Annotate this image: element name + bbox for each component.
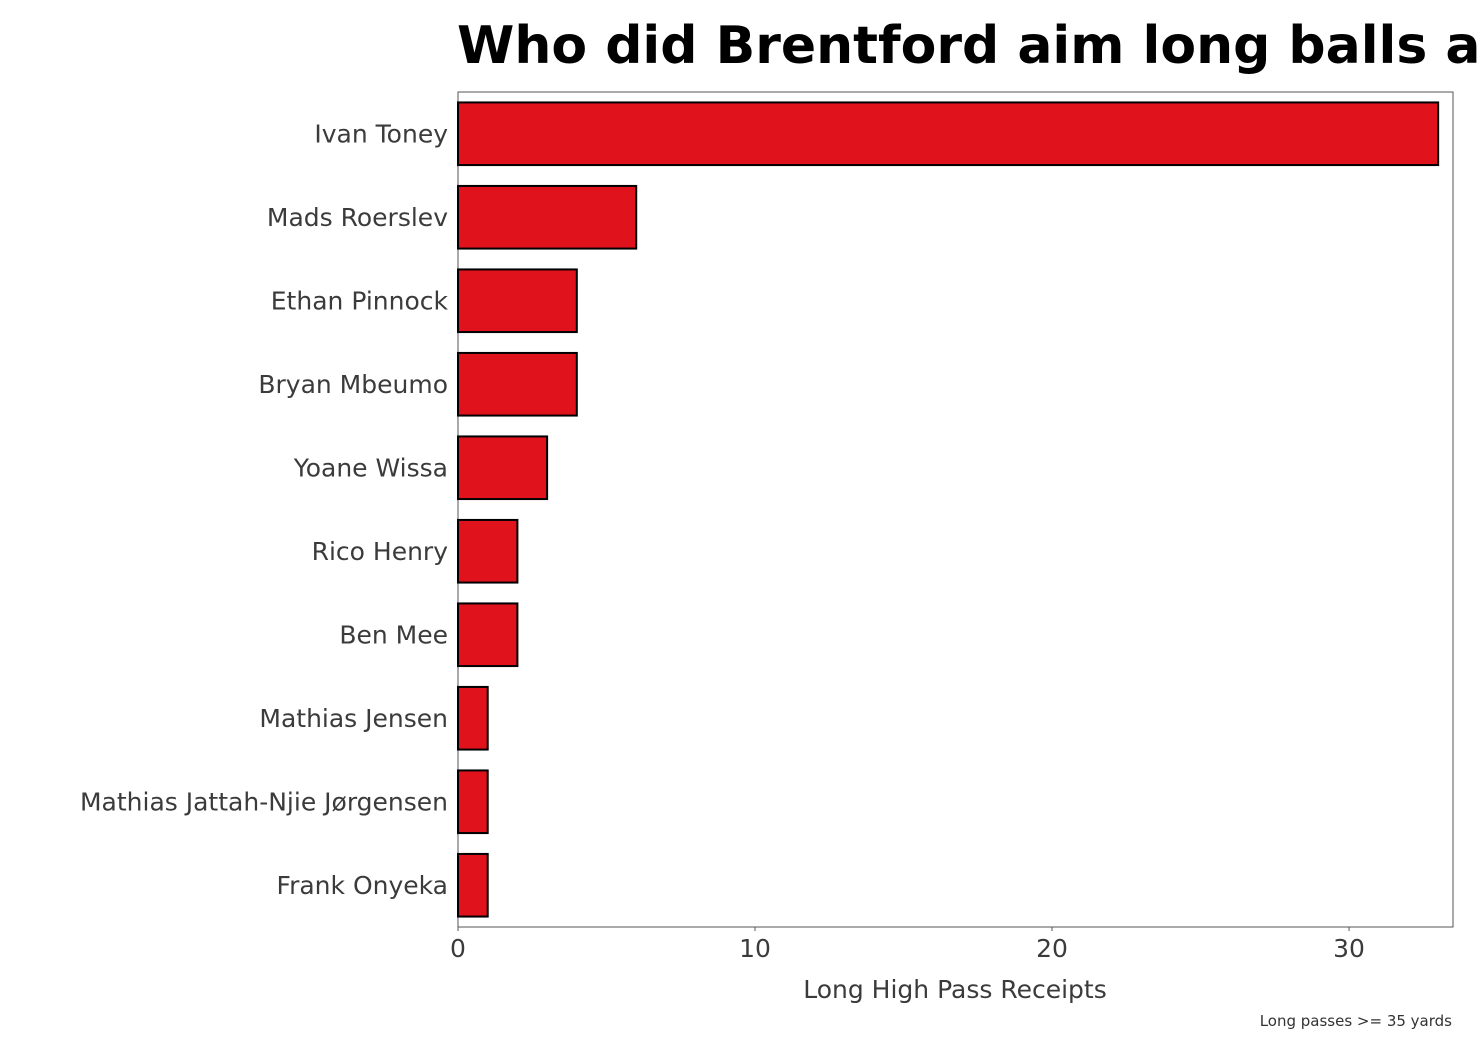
y-tick-label: Ivan Toney — [314, 119, 448, 148]
bar-2 — [457, 268, 578, 334]
x-tick-label: 0 — [450, 934, 466, 963]
y-tick-label: Mathias Jattah-Njie Jørgensen — [80, 787, 448, 816]
y-tick-label: Yoane Wissa — [293, 453, 448, 482]
y-tick-label: Rico Henry — [312, 537, 449, 566]
y-tick-label: Mathias Jensen — [259, 704, 448, 733]
y-tick-label: Bryan Mbeumo — [258, 370, 448, 399]
bar-0 — [457, 101, 1440, 167]
chart-title: Who did Brentford aim long balls at? — [457, 16, 1477, 76]
bar-3 — [457, 351, 578, 417]
y-tick-label: Frank Onyeka — [277, 871, 448, 900]
bar-7 — [457, 685, 489, 751]
x-tick-label: 10 — [739, 934, 771, 963]
x-axis-title: Long High Pass Receipts — [803, 975, 1107, 1004]
x-tick-label: 20 — [1036, 934, 1068, 963]
bar-8 — [457, 769, 489, 835]
bar-9 — [457, 852, 489, 918]
bar-5 — [457, 518, 519, 584]
y-axis-labels: Ivan Toney Mads Roerslev Ethan Pinnock Brya… — [80, 119, 449, 900]
bar-1 — [457, 184, 638, 250]
bars-group — [457, 101, 1440, 918]
bar-6 — [457, 602, 519, 668]
chart-caption: Long passes >= 35 yards — [1260, 1012, 1452, 1030]
y-tick-label: Mads Roerslev — [267, 203, 448, 232]
y-tick-label: Ethan Pinnock — [271, 286, 449, 315]
y-tick-label: Ben Mee — [339, 620, 448, 649]
plot-area-border — [457, 91, 1454, 928]
x-axis-ticks: 0 10 20 30 — [450, 927, 1365, 963]
bar-4 — [457, 435, 549, 501]
x-tick-label: 30 — [1333, 934, 1365, 963]
